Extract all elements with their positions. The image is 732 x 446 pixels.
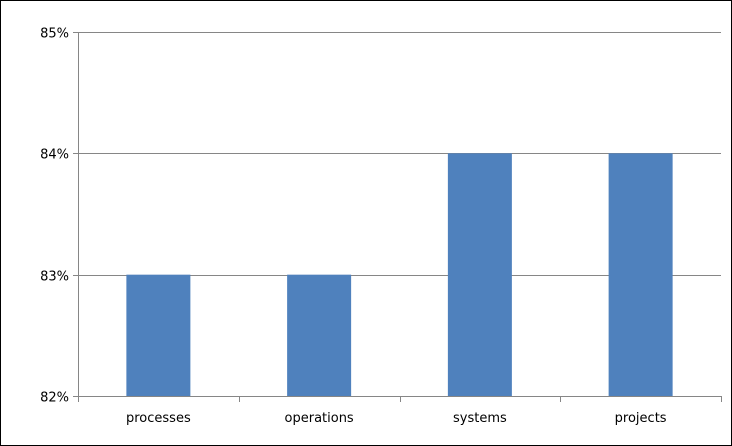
y-tick-label: 83%: [40, 270, 69, 285]
y-tick-label: 85%: [40, 27, 69, 42]
x-tick-label: processes: [126, 411, 191, 426]
y-tick-labels: 82% 83% 84% 85%: [40, 27, 69, 406]
y-tick-label: 82%: [40, 391, 69, 406]
axes: [73, 32, 722, 402]
x-tick-labels: processes operations systems projects: [126, 411, 667, 426]
x-tick-label: systems: [453, 411, 507, 426]
y-tick-label: 84%: [40, 148, 69, 163]
bar-projects: [608, 153, 673, 396]
bar-systems: [447, 153, 512, 396]
x-tick-label: projects: [615, 411, 667, 426]
bars: [126, 153, 673, 396]
x-tick-label: operations: [285, 411, 354, 426]
bar-operations: [287, 274, 352, 396]
bar-processes: [126, 274, 191, 396]
